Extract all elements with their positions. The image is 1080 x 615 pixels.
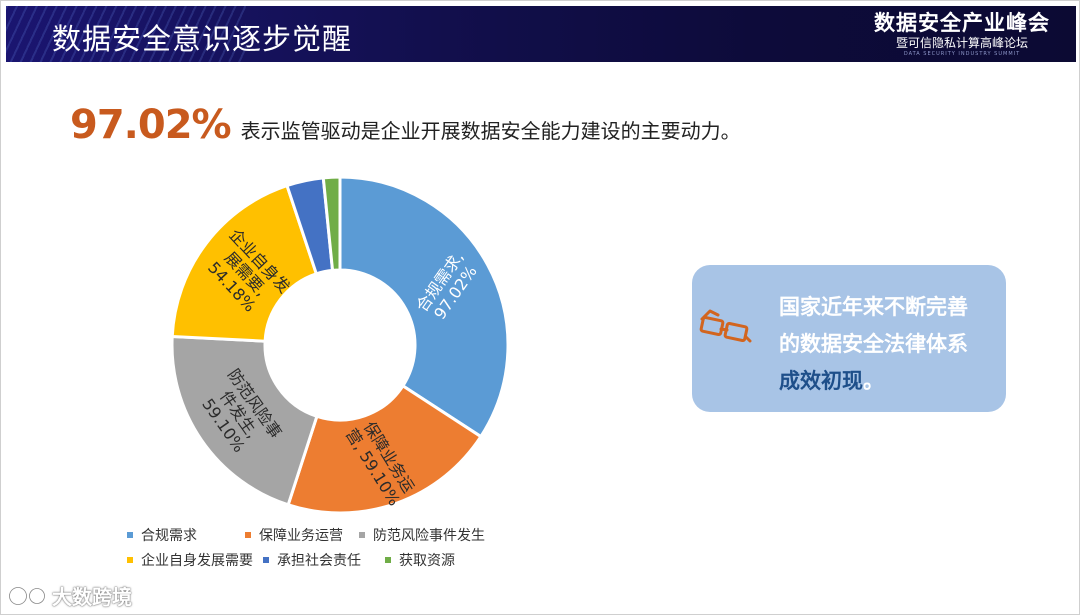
callout-emphasis: 成效初现 bbox=[779, 369, 863, 393]
banner-decoration bbox=[6, 6, 246, 62]
callout-text: 国家近年来不断完善 的数据安全法律体系 成效初现。 bbox=[779, 289, 968, 400]
callout-line-2: 的数据安全法律体系 bbox=[779, 332, 968, 356]
donut-slice bbox=[338, 175, 510, 439]
legend-swatch bbox=[127, 531, 133, 538]
legend-label: 企业自身发展需要 bbox=[141, 552, 253, 569]
chart-legend: 合规需求 保障业务运营 防范风险事件发生 企业自身发展需要 承担社会责任 获取资… bbox=[127, 522, 495, 572]
legend-swatch bbox=[359, 531, 365, 538]
donut-slice bbox=[286, 383, 483, 515]
page-title: 数据安全意识逐步觉醒 bbox=[52, 22, 353, 56]
donut-slice bbox=[321, 175, 342, 273]
legend-item-development: 企业自身发展需要 bbox=[127, 550, 253, 570]
headline: 97.02% 表示监管驱动是企业开展数据安全能力建设的主要动力。 bbox=[70, 102, 741, 148]
legend-swatch bbox=[127, 556, 133, 563]
legend-item-social: 承担社会责任 bbox=[263, 550, 361, 570]
headline-text: 表示监管驱动是企业开展数据安全能力建设的主要动力。 bbox=[240, 119, 741, 143]
legend-label: 承担社会责任 bbox=[277, 552, 361, 569]
legend-swatch bbox=[245, 531, 251, 538]
legend-swatch bbox=[385, 556, 391, 563]
summit-subtitle: 暨可信隐私计算高峰论坛 bbox=[895, 36, 1028, 50]
legend-item-compliance: 合规需求 bbox=[127, 525, 197, 545]
callout-line-3: 成效初现。 bbox=[779, 363, 968, 400]
legend-label: 合规需求 bbox=[141, 527, 197, 544]
watermark: 大数跨境 bbox=[8, 581, 132, 610]
headline-percent: 97.02% bbox=[70, 102, 232, 148]
brand-logo-icon bbox=[9, 586, 45, 605]
legend-label: 获取资源 bbox=[399, 552, 455, 569]
legend-swatch bbox=[263, 556, 269, 563]
callout-box: 国家近年来不断完善 的数据安全法律体系 成效初现。 bbox=[692, 265, 1006, 412]
callout-line-1: 国家近年来不断完善 bbox=[779, 295, 968, 319]
summit-title: 数据安全产业峰会 bbox=[874, 11, 1050, 35]
donut-slice bbox=[170, 334, 319, 507]
donut-slice bbox=[170, 183, 319, 343]
glasses-icon bbox=[699, 309, 752, 343]
legend-label: 防范风险事件发生 bbox=[373, 527, 485, 544]
watermark-text: 大数跨境 bbox=[52, 585, 132, 609]
legend-item-operations: 保障业务运营 bbox=[245, 525, 343, 545]
summit-logo: 数据安全产业峰会 暨可信隐私计算高峰论坛 DATA SECURITY INDUS… bbox=[874, 10, 1050, 58]
donut-chart: 合规需求,97.02%保障业务运营, 59.10%防范风险事件发生,59.10%… bbox=[170, 175, 510, 515]
header-banner: 数据安全意识逐步觉醒 数据安全产业峰会 暨可信隐私计算高峰论坛 DATA SEC… bbox=[6, 6, 1076, 62]
callout-period: 。 bbox=[863, 369, 884, 393]
legend-item-resources: 获取资源 bbox=[385, 550, 455, 570]
legend-item-risk: 防范风险事件发生 bbox=[359, 525, 485, 545]
summit-english: DATA SECURITY INDUSTRY SUMMIT bbox=[903, 51, 1021, 57]
legend-label: 保障业务运营 bbox=[259, 527, 343, 544]
